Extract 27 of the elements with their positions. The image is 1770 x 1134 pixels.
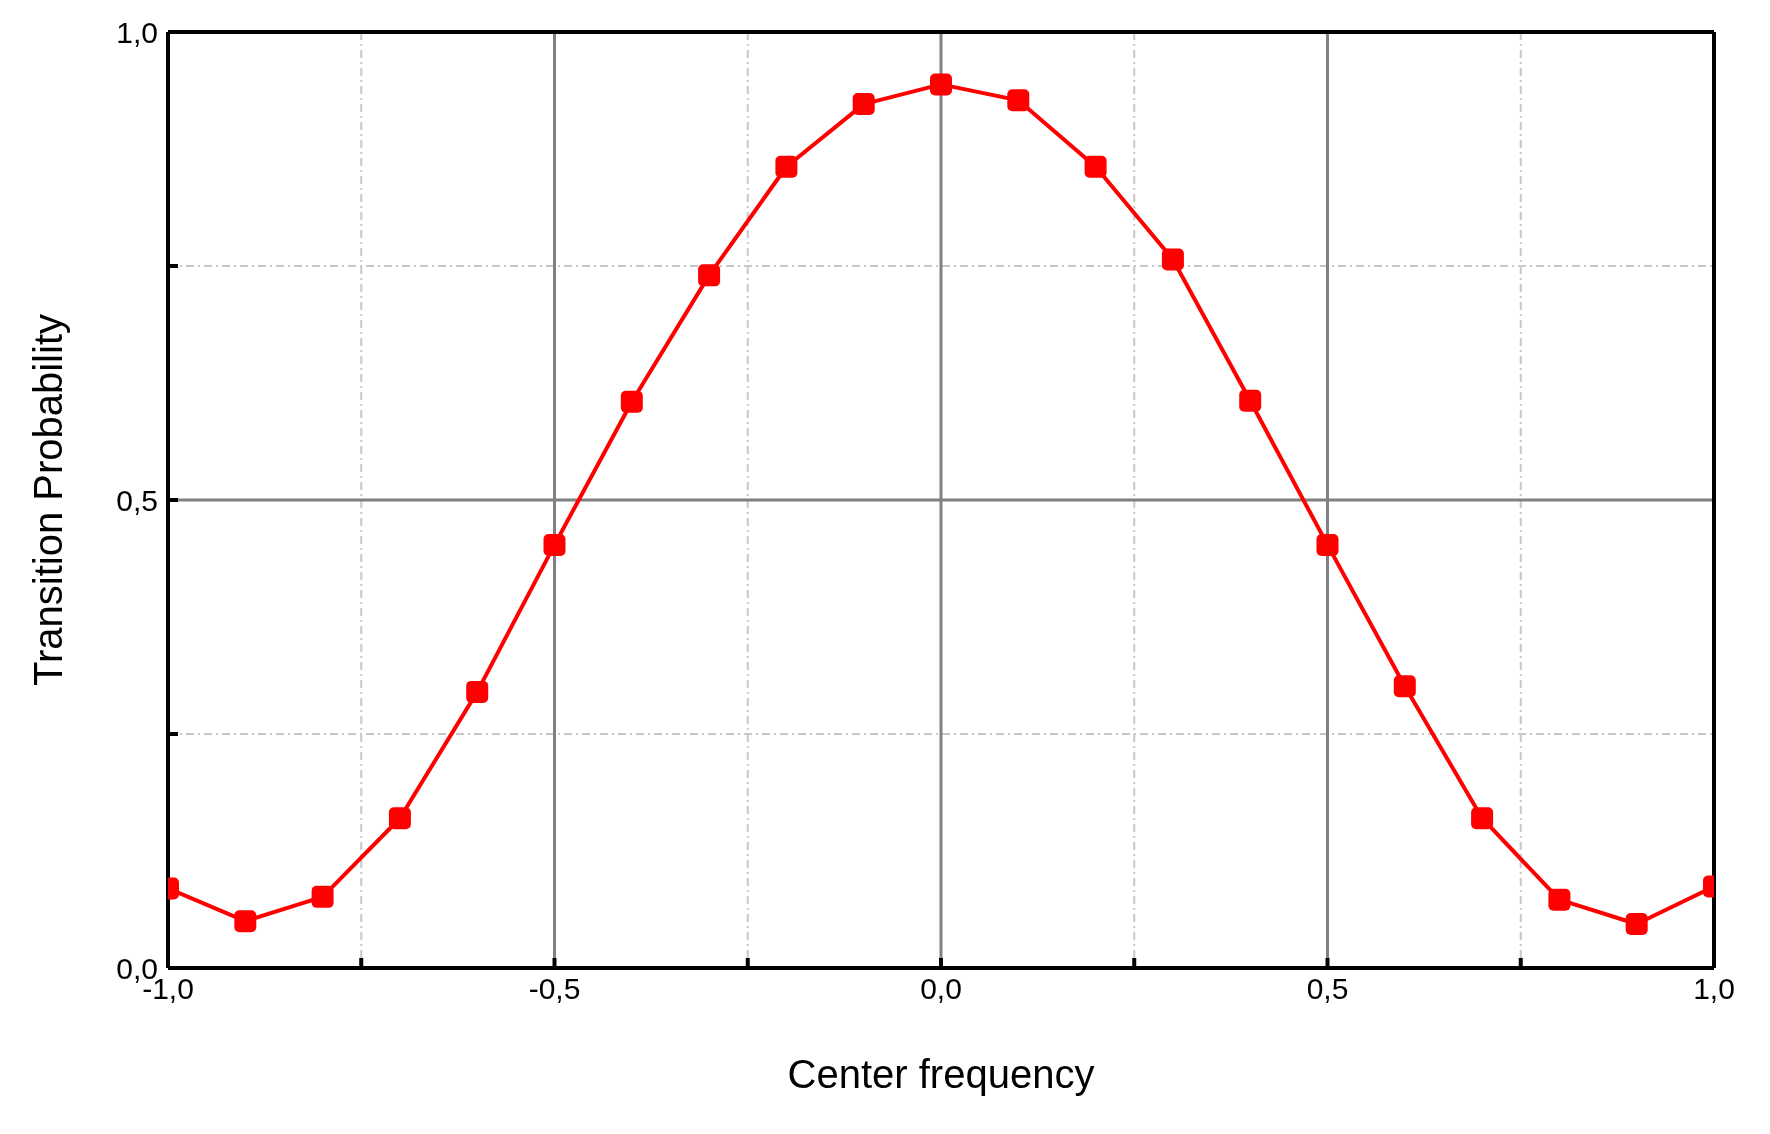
x-tick-label: -0,5	[528, 972, 581, 1006]
x-axis-title: Center frequency	[787, 1052, 1095, 1096]
point	[930, 73, 952, 96]
y-tick-label: 0,5	[116, 483, 158, 517]
point	[1084, 155, 1107, 178]
point	[1393, 675, 1416, 698]
point	[698, 264, 721, 287]
point	[311, 885, 334, 908]
point	[1239, 389, 1262, 412]
point	[1007, 89, 1030, 112]
point	[1316, 533, 1339, 556]
point	[1161, 248, 1184, 271]
point	[1625, 913, 1648, 936]
point	[775, 155, 798, 178]
y-axis-title: Transition Probability	[26, 313, 71, 687]
point	[852, 93, 875, 116]
point	[1548, 888, 1571, 911]
point	[466, 680, 489, 703]
y-tick-label: 1,0	[116, 15, 158, 49]
x-tick-label: 0,5	[1306, 972, 1349, 1006]
point	[234, 910, 257, 933]
point	[543, 533, 566, 556]
x-tick-label: 1,0	[1693, 972, 1735, 1006]
point	[620, 390, 643, 413]
point	[1471, 807, 1494, 830]
point	[388, 807, 411, 830]
x-tick-label: 0,0	[920, 972, 962, 1006]
